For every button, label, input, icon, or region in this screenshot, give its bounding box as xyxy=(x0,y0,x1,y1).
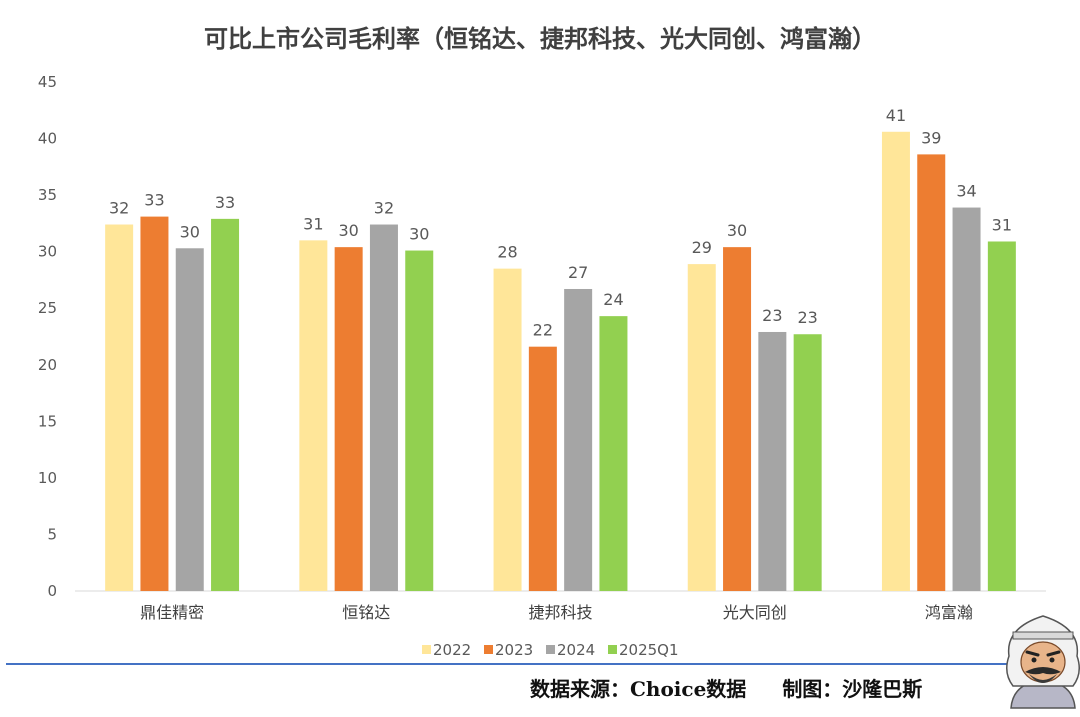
data-label: 32 xyxy=(109,199,129,218)
bar-2024-3 xyxy=(758,331,787,591)
chart-title: 可比上市公司毛利率（恒铭达、捷邦科技、光大同创、鸿富瀚） xyxy=(204,24,876,53)
bar-2023-1 xyxy=(334,247,363,592)
cartoon-man-headscarf-icon xyxy=(1006,615,1080,709)
data-label: 28 xyxy=(497,243,517,262)
data-label: 30 xyxy=(727,221,747,240)
data-label: 32 xyxy=(374,199,394,218)
bar-2025Q1-2 xyxy=(599,316,628,591)
data-label: 23 xyxy=(762,306,782,325)
y-tick-label: 45 xyxy=(38,73,57,91)
bar-2022-4 xyxy=(881,131,910,591)
bar-2024-2 xyxy=(564,288,593,591)
bar-2022-2 xyxy=(493,268,522,591)
legend-label: 2025Q1 xyxy=(619,641,679,659)
y-tick-label: 5 xyxy=(47,525,57,543)
data-label: 31 xyxy=(303,214,323,233)
legend-swatch xyxy=(608,645,617,654)
bar-2022-0 xyxy=(105,224,134,591)
legend-label: 2022 xyxy=(433,641,471,659)
data-label: 23 xyxy=(797,308,817,327)
bar-2025Q1-1 xyxy=(405,250,434,591)
data-label: 29 xyxy=(692,238,712,257)
data-label: 39 xyxy=(921,128,941,147)
data-label: 22 xyxy=(533,321,553,340)
category-label: 鸿富瀚 xyxy=(925,603,973,622)
category-label: 光大同创 xyxy=(723,603,787,622)
y-tick-label: 35 xyxy=(38,186,57,204)
category-label: 恒铭达 xyxy=(342,603,390,622)
legend-label: 2024 xyxy=(557,641,595,659)
data-label: 33 xyxy=(144,191,164,210)
y-tick-label: 40 xyxy=(38,130,57,148)
bar-2025Q1-3 xyxy=(793,334,822,591)
bar-2025Q1-4 xyxy=(987,241,1016,591)
y-axis-ticks: 0 5 10 15 20 25 30 35 40 45 xyxy=(38,73,57,600)
bar-2025Q1-0 xyxy=(211,218,240,591)
y-tick-label: 30 xyxy=(38,243,57,261)
category-labels: 鼎佳精密 恒铭达 捷邦科技 光大同创 鸿富瀚 xyxy=(140,603,973,622)
data-label: 41 xyxy=(886,106,906,125)
y-tick-label: 10 xyxy=(38,469,57,487)
bar-2024-0 xyxy=(175,248,204,592)
footer: 数据来源：Choice数据 制图：沙隆巴斯 xyxy=(530,673,922,702)
data-label: 30 xyxy=(338,221,358,240)
data-label: 33 xyxy=(215,193,235,212)
legend-swatch xyxy=(546,645,555,654)
data-label: 30 xyxy=(180,222,200,241)
source-note: 数据来源：Choice数据 xyxy=(530,677,747,701)
data-label: 31 xyxy=(992,215,1012,234)
category-label: 鼎佳精密 xyxy=(140,603,204,622)
y-tick-label: 25 xyxy=(38,299,57,317)
bar-2023-0 xyxy=(140,216,169,591)
bar-2023-3 xyxy=(723,247,752,592)
y-tick-label: 20 xyxy=(38,356,57,374)
bar-2023-2 xyxy=(528,346,557,591)
y-tick-label: 0 xyxy=(47,582,57,600)
legend: 2022 2023 2024 2025Q1 xyxy=(422,641,679,659)
data-label: 34 xyxy=(956,182,976,201)
data-labels: 32 33 30 33 31 30 32 30 28 22 27 24 29 30 23 23 41 39 34 31 xyxy=(109,106,1012,340)
bars xyxy=(105,131,1016,592)
category-label: 捷邦科技 xyxy=(528,603,592,622)
bar-2024-1 xyxy=(369,224,398,591)
data-label: 24 xyxy=(603,290,623,309)
bar-2024-4 xyxy=(952,207,981,591)
bar-2022-3 xyxy=(687,264,716,591)
bar-2022-1 xyxy=(299,240,328,591)
data-label: 30 xyxy=(409,225,429,244)
y-tick-label: 15 xyxy=(38,412,57,430)
legend-label: 2023 xyxy=(495,641,533,659)
data-label: 27 xyxy=(568,263,588,282)
bar-2023-4 xyxy=(917,154,946,591)
legend-swatch xyxy=(484,645,493,654)
author-note: 制图：沙隆巴斯 xyxy=(782,677,923,701)
legend-swatch xyxy=(422,645,431,654)
